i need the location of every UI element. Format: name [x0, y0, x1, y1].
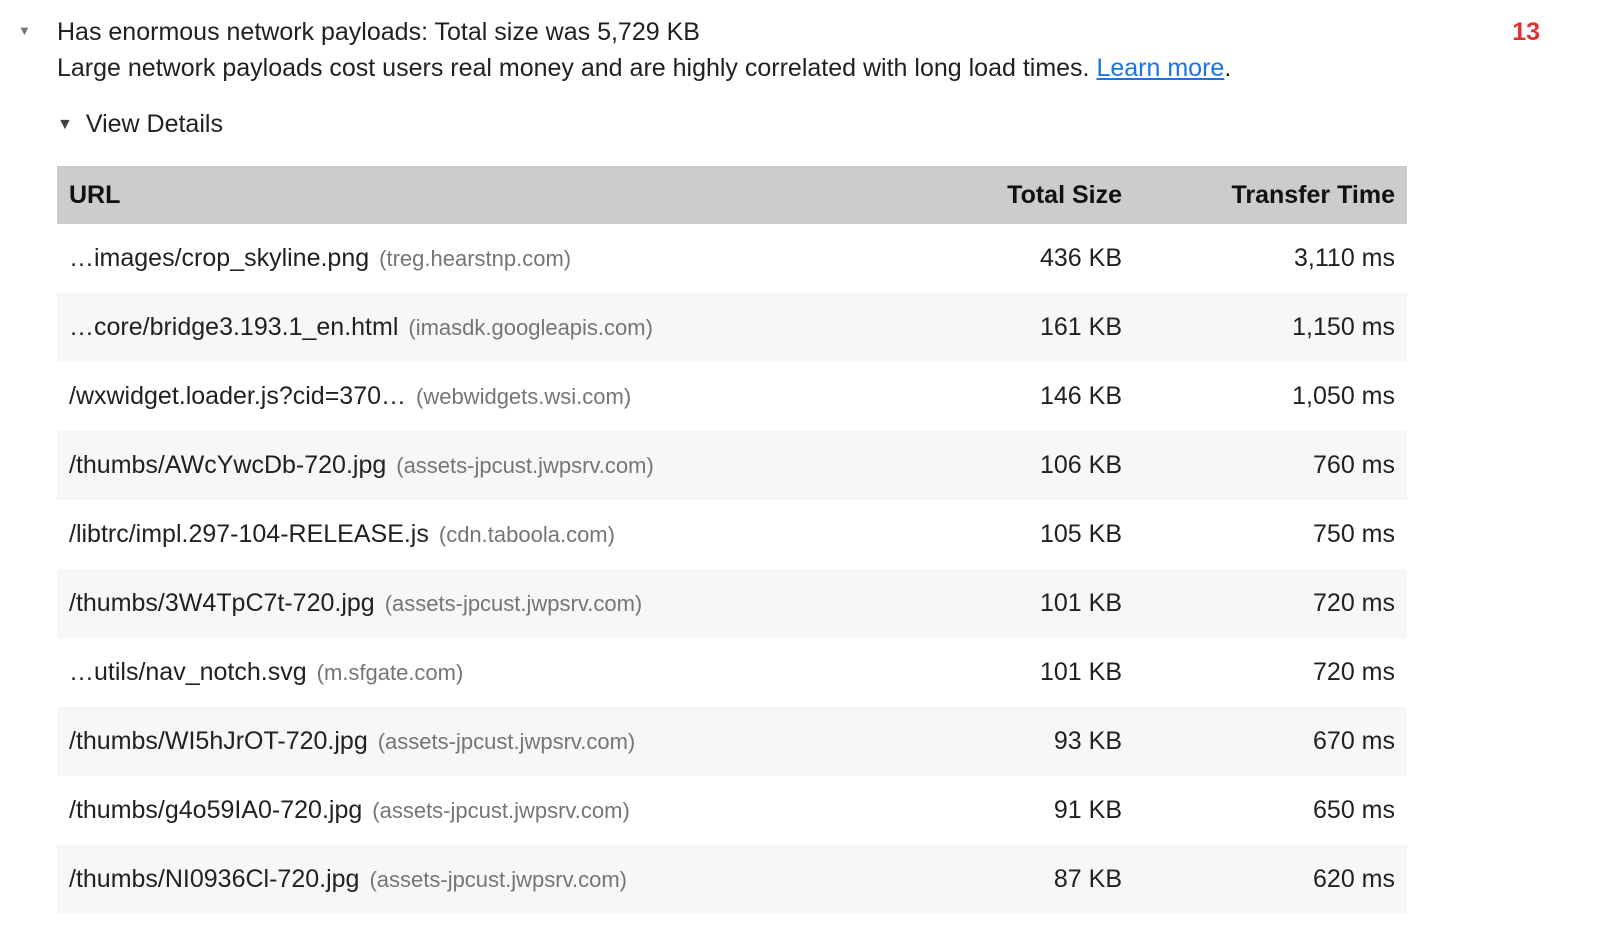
transfer-time-cell: 760 ms: [1313, 451, 1395, 479]
url-path: /thumbs/NI0936Cl-720.jpg: [69, 865, 360, 893]
url-path: /libtrc/impl.297-104-RELEASE.js: [69, 520, 429, 548]
transfer-time-cell: 1,050 ms: [1292, 382, 1395, 410]
url-path: …core/bridge3.193.1_en.html: [69, 313, 399, 341]
url-path: /thumbs/g4o59IA0-720.jpg: [69, 796, 363, 824]
total-size-cell: 146 KB: [1039, 382, 1122, 410]
total-size-cell: 93 KB: [1053, 727, 1122, 755]
audit-title[interactable]: Has enormous network payloads: Total siz…: [57, 18, 700, 46]
table-row: /thumbs/g4o59IA0-720.jpg (assets-jpcust.j…: [57, 776, 1407, 845]
url-cell: /thumbs/NI0936Cl-720.jpg (assets-jpcust.j…: [57, 845, 962, 914]
url-path: /wxwidget.loader.js?cid=370…: [69, 382, 406, 410]
url-path: …utils/nav_notch.svg: [69, 658, 307, 686]
url-cell: …images/crop_skyline.png (treg.hearstnp.c…: [57, 224, 962, 293]
view-details-toggle[interactable]: ▼ View Details: [57, 110, 223, 139]
table-row: /thumbs/NI0936Cl-720.jpg (assets-jpcust.j…: [57, 845, 1407, 914]
url-cell: /thumbs/3W4TpC7t-720.jpg (assets-jpcust.j…: [57, 569, 962, 638]
table-row: …utils/nav_notch.svg (m.sfgate.com) 101 K…: [57, 638, 1407, 707]
collapse-triangle-icon[interactable]: ▼: [18, 23, 31, 38]
transfer-time-cell: 620 ms: [1313, 865, 1395, 893]
url-cell: /thumbs/WI5hJrOT-720.jpg (assets-jpcust.j…: [57, 707, 962, 776]
url-domain: (assets-jpcust.jwpsrv.com): [369, 867, 627, 892]
url-domain: (m.sfgate.com): [316, 660, 464, 685]
total-size-cell: 436 KB: [1039, 244, 1122, 272]
learn-more-link[interactable]: Learn more: [1096, 54, 1225, 82]
url-path: …images/crop_skyline.png: [69, 244, 370, 272]
table-row: /thumbs/AWcYwcDb-720.jpg (assets-jpcust.j…: [57, 431, 1407, 500]
transfer-time-cell: 720 ms: [1313, 658, 1395, 686]
chevron-down-icon: ▼: [57, 115, 73, 133]
table-row: …images/crop_skyline.png (treg.hearstnp.c…: [57, 224, 1407, 293]
url-cell: …core/bridge3.193.1_en.html (imasdk.googl…: [57, 293, 962, 362]
table-row: …core/bridge3.193.1_en.html (imasdk.googl…: [57, 293, 1407, 362]
lighthouse-audit-section: ▼ Has enormous network payloads: Total s…: [18, 14, 1540, 914]
table-body: …images/crop_skyline.png (treg.hearstnp.c…: [57, 224, 1407, 914]
transfer-time-cell: 720 ms: [1313, 589, 1395, 617]
url-domain: (imasdk.googleapis.com): [408, 315, 653, 340]
url-cell: /wxwidget.loader.js?cid=370… (webwidgets.…: [57, 362, 962, 431]
url-domain: (treg.hearstnp.com): [379, 246, 572, 271]
column-header-transfer-time: Transfer Time: [1134, 166, 1407, 224]
url-path: /thumbs/3W4TpC7t-720.jpg: [69, 589, 375, 617]
audit-description-text: Large network payloads cost users real m…: [57, 54, 1090, 82]
table-row: /thumbs/3W4TpC7t-720.jpg (assets-jpcust.j…: [57, 569, 1407, 638]
transfer-time-cell: 750 ms: [1313, 520, 1395, 548]
audit-description: Large network payloads cost users real m…: [57, 50, 1492, 86]
table-header: URL Total Size Transfer Time: [57, 166, 1407, 224]
total-size-cell: 105 KB: [1039, 520, 1122, 548]
table-header-row: URL Total Size Transfer Time: [57, 166, 1407, 224]
url-domain: (webwidgets.wsi.com): [416, 384, 632, 409]
url-cell: …utils/nav_notch.svg (m.sfgate.com): [57, 638, 962, 707]
network-payloads-table: URL Total Size Transfer Time …images/cro…: [57, 166, 1407, 914]
audit-score-badge: 13: [1512, 18, 1540, 46]
total-size-cell: 106 KB: [1039, 451, 1122, 479]
url-cell: /thumbs/g4o59IA0-720.jpg (assets-jpcust.j…: [57, 776, 962, 845]
column-header-url: URL: [57, 166, 962, 224]
view-details-label: View Details: [85, 110, 223, 138]
transfer-time-cell: 3,110 ms: [1294, 244, 1395, 272]
url-path: /thumbs/WI5hJrOT-720.jpg: [69, 727, 368, 755]
table-row: /wxwidget.loader.js?cid=370… (webwidgets.…: [57, 362, 1407, 431]
transfer-time-cell: 650 ms: [1313, 796, 1395, 824]
transfer-time-cell: 670 ms: [1313, 727, 1395, 755]
url-domain: (cdn.taboola.com): [438, 522, 615, 547]
column-header-total-size: Total Size: [962, 166, 1134, 224]
url-domain: (assets-jpcust.jwpsrv.com): [372, 798, 630, 823]
table-row: /thumbs/WI5hJrOT-720.jpg (assets-jpcust.j…: [57, 707, 1407, 776]
total-size-cell: 101 KB: [1039, 658, 1122, 686]
total-size-cell: 101 KB: [1039, 589, 1122, 617]
audit-text: Has enormous network payloads: Total siz…: [57, 14, 1492, 86]
audit-header: ▼ Has enormous network payloads: Total s…: [18, 14, 1540, 86]
sentence-period: .: [1224, 54, 1232, 82]
url-domain: (assets-jpcust.jwpsrv.com): [384, 591, 643, 616]
audit-details: ▼ View Details URL Total Size Transfer T…: [57, 86, 1540, 914]
url-domain: (assets-jpcust.jwpsrv.com): [377, 729, 636, 754]
transfer-time-cell: 1,150 ms: [1292, 313, 1395, 341]
url-cell: /thumbs/AWcYwcDb-720.jpg (assets-jpcust.j…: [57, 431, 962, 500]
url-path: /thumbs/AWcYwcDb-720.jpg: [69, 451, 387, 479]
total-size-cell: 91 KB: [1053, 796, 1122, 824]
url-cell: /libtrc/impl.297-104-RELEASE.js (cdn.tabo…: [57, 500, 962, 569]
table-row: /libtrc/impl.297-104-RELEASE.js (cdn.tabo…: [57, 500, 1407, 569]
url-domain: (assets-jpcust.jwpsrv.com): [396, 453, 654, 478]
total-size-cell: 161 KB: [1039, 313, 1122, 341]
total-size-cell: 87 KB: [1053, 865, 1122, 893]
